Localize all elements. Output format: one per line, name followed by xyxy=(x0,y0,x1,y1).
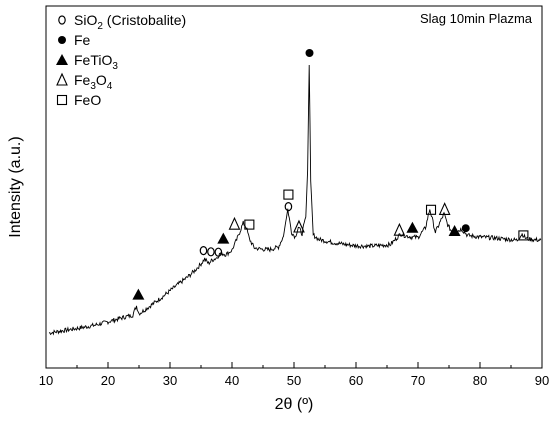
legend-label: Fe xyxy=(74,32,91,48)
open-square-marker xyxy=(244,219,255,230)
legend-label: SiO2 (Cristobalite) xyxy=(74,12,186,32)
o-marker xyxy=(284,202,293,212)
filled-triangle-marker xyxy=(217,232,230,244)
filled-circle-marker xyxy=(461,224,470,233)
filled-triangle-marker xyxy=(448,225,461,236)
x-axis-ticks: 10 20 30 40 50 60 70 80 90 xyxy=(39,362,549,388)
x-tick-label: 10 xyxy=(39,373,53,388)
x-axis-label: 2θ (º) xyxy=(275,396,314,413)
legend-marker-open-triangle xyxy=(56,72,68,86)
open-triangle-marker xyxy=(438,202,451,215)
y-axis-label: Intensity (a.u.) xyxy=(7,136,24,237)
legend-marker-filled-triangle xyxy=(56,54,68,65)
x-tick-label: 50 xyxy=(287,373,301,388)
filled-triangle-marker xyxy=(406,221,419,233)
legend-marker-filled-circle xyxy=(58,36,66,44)
xrd-pattern-line xyxy=(48,64,542,336)
x-tick-label: 60 xyxy=(349,373,363,388)
x-tick-label: 40 xyxy=(225,373,239,388)
o-marker xyxy=(214,247,223,257)
legend-marker-open-square xyxy=(56,94,68,106)
open-square-marker xyxy=(518,230,529,241)
x-tick-label: 90 xyxy=(535,373,549,388)
legend-label: Fe3O4 xyxy=(74,72,113,92)
open-square-marker xyxy=(425,204,437,215)
open-triangle-marker xyxy=(393,222,406,236)
chart-title: Slag 10min Plazma xyxy=(420,11,533,26)
legend-marker-o xyxy=(58,15,66,25)
filled-triangle-marker xyxy=(132,288,145,300)
x-tick-label: 20 xyxy=(101,373,115,388)
x-tick-label: 70 xyxy=(411,373,425,388)
x-tick-label: 30 xyxy=(163,373,177,388)
o-marker xyxy=(207,247,215,257)
open-triangle-marker xyxy=(228,216,241,230)
o-marker xyxy=(199,246,208,256)
x-tick-label: 80 xyxy=(473,373,487,388)
plot-frame xyxy=(45,5,543,369)
open-triangle-marker xyxy=(293,219,305,233)
legend-label: FeO xyxy=(74,92,101,108)
filled-circle-marker xyxy=(305,49,314,57)
legend-label: FeTiO3 xyxy=(74,52,118,72)
open-square-marker xyxy=(283,189,294,200)
phase-markers xyxy=(132,49,529,300)
